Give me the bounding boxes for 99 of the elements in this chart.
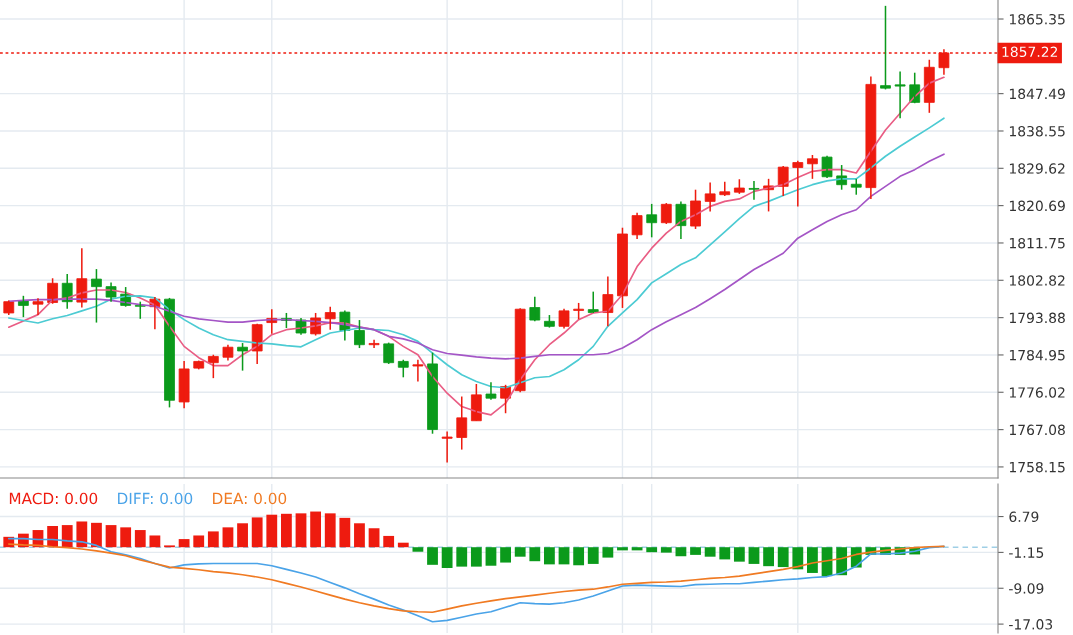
line-series (7, 76, 945, 416)
bar (222, 527, 234, 548)
candlestick (748, 180, 760, 201)
bar (354, 523, 365, 548)
y-tick-label: 1865.35 (1009, 13, 1065, 25)
candlestick (880, 5, 891, 91)
bar (412, 547, 424, 552)
candlestick (894, 70, 906, 120)
candlestick (485, 381, 497, 401)
bar (646, 547, 658, 553)
y-tick-label: -1.15 (1009, 547, 1044, 558)
bar (544, 547, 555, 565)
candlestick (617, 226, 628, 309)
y-tick-label: 1838.55 (1009, 125, 1065, 137)
bar (91, 522, 102, 548)
bar (324, 513, 336, 548)
line-series (7, 153, 945, 360)
y-tick-label: 6.79 (1009, 511, 1039, 523)
bar (456, 547, 468, 567)
bar (777, 547, 789, 568)
bar (558, 547, 570, 565)
y-tick-label: 1811.75 (1009, 237, 1065, 249)
candlestick (412, 358, 424, 383)
y-tick-label: 1758.15 (1009, 461, 1065, 473)
candlestick (178, 360, 190, 409)
y-tick-label: 1776.02 (1009, 387, 1065, 398)
candlestick (368, 338, 380, 349)
y-tick-label: -9.09 (1009, 583, 1044, 594)
candlestick (383, 341, 395, 365)
candlestick (850, 178, 862, 196)
y-tick-label: 1802.82 (1009, 275, 1065, 286)
bar (178, 539, 190, 548)
bar (120, 527, 132, 548)
y-tick-label: 1793.88 (1009, 312, 1065, 324)
candlestick (807, 154, 818, 180)
bar (587, 547, 599, 564)
bar (807, 547, 818, 573)
bar (76, 521, 88, 548)
y-tick-label: 1829.62 (1009, 163, 1065, 174)
ref-line-label: 1857.22 (1002, 46, 1058, 58)
bar (295, 513, 307, 548)
bar (149, 535, 161, 548)
y-tick-label: -17.03 (1009, 619, 1053, 630)
bar (193, 535, 205, 548)
candlestick (222, 343, 234, 362)
bar (339, 517, 351, 548)
bar (61, 525, 73, 548)
y-tick-label: 1784.95 (1009, 349, 1065, 361)
candlestick (558, 308, 570, 330)
bar (485, 547, 497, 566)
candlestick (719, 180, 731, 197)
bar (733, 547, 745, 562)
bar (397, 542, 409, 548)
candlestick (441, 430, 453, 464)
text: DEA: 0.00 (213, 492, 287, 505)
line-series (7, 543, 945, 614)
candlestick (427, 351, 438, 435)
bar (310, 511, 322, 548)
bar (660, 547, 672, 553)
bar (500, 547, 511, 563)
bar (514, 547, 526, 557)
bar (719, 547, 731, 560)
bar (105, 525, 117, 548)
candlestick (704, 181, 716, 213)
series-label: MACD: 0.00 (9, 492, 98, 505)
bar (529, 547, 541, 562)
bar (470, 547, 482, 567)
candlestick (32, 297, 44, 316)
y-tick-label: 1847.49 (1009, 88, 1065, 100)
bar (602, 547, 614, 558)
bar (134, 530, 146, 548)
candlestick (207, 353, 219, 379)
candlestick (660, 202, 672, 225)
candlestick (354, 319, 365, 349)
bar (427, 547, 438, 565)
bar (383, 535, 395, 548)
candlestick (237, 342, 248, 372)
bar (617, 547, 628, 551)
candlestick (631, 211, 643, 240)
candlestick (646, 203, 658, 239)
candlestick (91, 268, 102, 324)
bar (441, 547, 453, 568)
candlestick (690, 188, 701, 230)
bar (251, 517, 263, 548)
bar (748, 547, 760, 564)
bar (573, 547, 585, 566)
bar (207, 531, 219, 548)
text: DIFF: 0.00 (118, 492, 193, 505)
y-tick-label: 1820.69 (1009, 200, 1065, 212)
y-tick-label: 1767.08 (1009, 424, 1065, 436)
bar (266, 514, 278, 548)
bar (237, 523, 248, 548)
bar (675, 547, 687, 557)
bar (763, 547, 774, 567)
bar (280, 513, 292, 548)
bar (368, 528, 380, 548)
bar (792, 547, 804, 570)
bar (690, 547, 701, 555)
bar (704, 547, 716, 557)
